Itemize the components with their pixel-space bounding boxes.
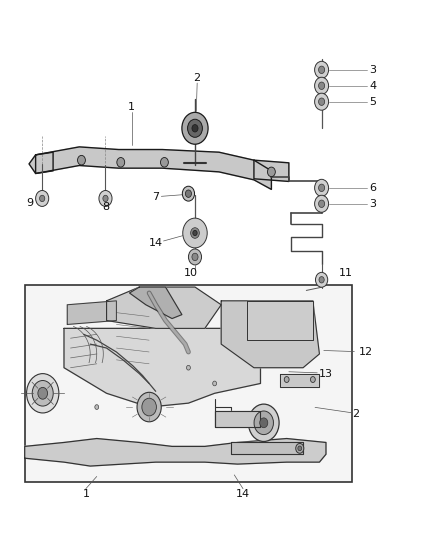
Circle shape: [99, 190, 112, 206]
Polygon shape: [215, 411, 261, 427]
Circle shape: [254, 411, 273, 434]
Circle shape: [260, 418, 268, 427]
Text: 2: 2: [352, 409, 359, 419]
Circle shape: [187, 119, 202, 138]
Circle shape: [137, 392, 161, 422]
Circle shape: [298, 446, 302, 451]
Circle shape: [314, 179, 328, 196]
Circle shape: [39, 195, 45, 201]
Circle shape: [38, 387, 48, 399]
Polygon shape: [35, 147, 272, 189]
Circle shape: [319, 277, 324, 283]
Circle shape: [95, 405, 99, 409]
Polygon shape: [29, 152, 53, 173]
Circle shape: [311, 377, 315, 383]
Circle shape: [78, 156, 85, 165]
Polygon shape: [106, 287, 221, 328]
Polygon shape: [231, 442, 303, 454]
Text: 14: 14: [148, 238, 163, 247]
Text: 14: 14: [236, 489, 250, 499]
Circle shape: [318, 184, 325, 191]
Circle shape: [318, 200, 325, 207]
Circle shape: [192, 253, 198, 261]
Circle shape: [315, 272, 328, 287]
Circle shape: [193, 230, 197, 236]
Circle shape: [268, 167, 276, 176]
Circle shape: [117, 158, 125, 167]
Text: 10: 10: [184, 269, 198, 278]
Text: 2: 2: [194, 73, 201, 83]
Text: 1: 1: [128, 102, 135, 112]
Circle shape: [182, 186, 194, 201]
Circle shape: [314, 77, 328, 94]
Polygon shape: [254, 160, 289, 181]
Text: 3: 3: [370, 65, 377, 75]
Circle shape: [318, 98, 325, 106]
Circle shape: [188, 249, 201, 265]
Text: 11: 11: [339, 269, 353, 278]
Text: 8: 8: [102, 202, 109, 212]
Polygon shape: [25, 439, 326, 466]
Circle shape: [314, 61, 328, 78]
Text: 3: 3: [370, 199, 377, 209]
Circle shape: [160, 158, 168, 167]
Text: 7: 7: [152, 192, 159, 203]
Circle shape: [103, 195, 108, 201]
Circle shape: [192, 125, 198, 132]
Text: 9: 9: [26, 198, 34, 208]
Circle shape: [183, 218, 207, 248]
Circle shape: [187, 365, 191, 370]
Text: 4: 4: [370, 81, 377, 91]
Text: 1: 1: [82, 489, 89, 499]
Circle shape: [318, 66, 325, 74]
Circle shape: [248, 404, 279, 441]
Circle shape: [32, 381, 53, 406]
Polygon shape: [130, 287, 182, 319]
Polygon shape: [247, 301, 313, 340]
Circle shape: [35, 190, 49, 206]
Polygon shape: [67, 301, 117, 325]
Text: 6: 6: [370, 183, 377, 193]
Circle shape: [314, 195, 328, 212]
Text: 12: 12: [359, 346, 373, 357]
Circle shape: [284, 377, 289, 383]
Circle shape: [182, 112, 208, 144]
FancyBboxPatch shape: [25, 285, 352, 482]
Polygon shape: [280, 374, 319, 387]
Circle shape: [27, 374, 59, 413]
Circle shape: [318, 82, 325, 90]
Text: 13: 13: [318, 369, 332, 379]
Circle shape: [191, 228, 199, 238]
Circle shape: [213, 381, 216, 386]
Polygon shape: [221, 301, 319, 368]
Circle shape: [185, 190, 191, 197]
Circle shape: [314, 93, 328, 110]
Text: 5: 5: [370, 96, 377, 107]
Polygon shape: [64, 328, 261, 407]
Circle shape: [296, 443, 304, 453]
Circle shape: [142, 398, 156, 416]
